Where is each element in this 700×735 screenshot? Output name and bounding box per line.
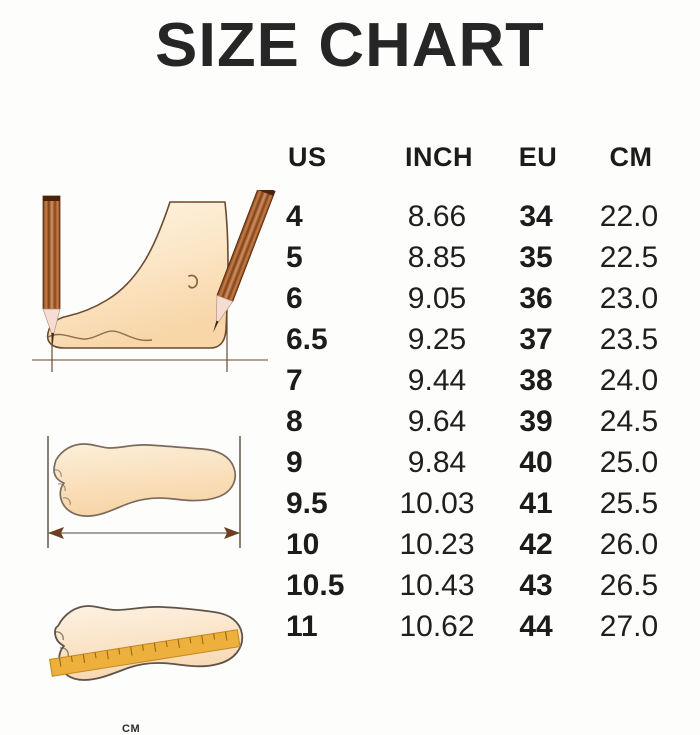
cell-us: 4 bbox=[286, 200, 303, 233]
page-title: SIZE CHART bbox=[155, 11, 545, 80]
cell-inch: 9.44 bbox=[407, 364, 467, 397]
table-row: 9.5 10.03 41 25.5 bbox=[282, 487, 686, 528]
cell-us: 11 bbox=[286, 610, 318, 643]
cell-eu: 39 bbox=[519, 405, 553, 438]
cell-cm: 23.5 bbox=[599, 323, 659, 356]
size-table: US INCH EU CM 4 8.66 34 22.0 5 8.85 35 2… bbox=[282, 142, 686, 651]
table-row: 6.5 9.25 37 23.5 bbox=[282, 323, 686, 364]
table-body: 4 8.66 34 22.0 5 8.85 35 22.5 6 9.05 36 … bbox=[282, 200, 686, 651]
table-header-row: US INCH EU CM bbox=[282, 142, 686, 200]
cell-inch: 10.03 bbox=[399, 487, 475, 520]
cell-inch: 8.66 bbox=[407, 200, 467, 233]
cell-cm: 26.5 bbox=[599, 569, 659, 602]
cell-cm: 27.0 bbox=[599, 610, 659, 643]
arrow-head-right bbox=[224, 527, 240, 539]
cell-us: 8 bbox=[286, 405, 303, 438]
size-chart-page: SIZE CHART bbox=[18, 11, 686, 735]
cell-inch: 9.84 bbox=[407, 446, 467, 479]
measuring-tape-icon bbox=[49, 629, 241, 677]
illustrations-column: CM bbox=[18, 190, 280, 735]
cell-inch: 8.85 bbox=[407, 241, 467, 274]
cell-cm: 25.0 bbox=[599, 446, 659, 479]
column-header-cm: CM bbox=[609, 142, 653, 172]
cell-inch: 10.43 bbox=[399, 569, 475, 602]
cell-inch: 9.05 bbox=[407, 282, 467, 315]
cell-eu: 37 bbox=[519, 323, 553, 356]
column-header-us: US bbox=[288, 142, 327, 172]
cell-inch: 9.64 bbox=[407, 405, 467, 438]
table-row: 7 9.44 38 24.0 bbox=[282, 364, 686, 405]
cell-inch: 10.23 bbox=[399, 528, 475, 561]
foot-shape bbox=[46, 201, 229, 349]
table-row: 11 10.62 44 27.0 bbox=[282, 610, 686, 651]
cell-cm: 23.0 bbox=[599, 282, 659, 315]
cell-cm: 24.0 bbox=[599, 364, 659, 397]
footprint-dimension-illustration bbox=[18, 418, 280, 558]
cell-us: 9 bbox=[286, 446, 303, 479]
cell-eu: 44 bbox=[519, 610, 553, 643]
table-row: 8 9.64 39 24.5 bbox=[282, 405, 686, 446]
cell-eu: 40 bbox=[519, 446, 553, 479]
cell-inch: 9.25 bbox=[407, 323, 467, 356]
column-header-inch: INCH bbox=[405, 142, 473, 172]
cell-eu: 42 bbox=[519, 528, 553, 561]
cell-cm: 22.0 bbox=[599, 200, 659, 233]
cell-cm: 26.0 bbox=[599, 528, 659, 561]
cell-us: 9.5 bbox=[286, 487, 328, 520]
cell-eu: 34 bbox=[519, 200, 553, 233]
table-row: 5 8.85 35 22.5 bbox=[282, 241, 686, 282]
table-row: 10 10.23 42 26.0 bbox=[282, 528, 686, 569]
cell-us: 7 bbox=[286, 364, 303, 397]
cell-us: 10 bbox=[286, 528, 320, 561]
cell-us: 10.5 bbox=[286, 569, 345, 602]
foot-side-view-illustration bbox=[18, 190, 280, 390]
table-row: 4 8.66 34 22.0 bbox=[282, 200, 686, 241]
cell-eu: 43 bbox=[519, 569, 553, 602]
cell-eu: 38 bbox=[519, 364, 553, 397]
cell-cm: 24.5 bbox=[599, 405, 659, 438]
cell-cm: 25.5 bbox=[599, 487, 659, 520]
footprint-tape-illustration bbox=[18, 580, 280, 695]
cell-eu: 41 bbox=[519, 487, 553, 520]
table-row: 6 9.05 36 23.0 bbox=[282, 282, 686, 323]
cm-dimension-label: CM bbox=[122, 723, 141, 735]
cell-eu: 35 bbox=[519, 241, 553, 274]
arrow-head-left bbox=[48, 527, 64, 539]
cell-us: 6 bbox=[286, 282, 303, 315]
footprint-shape bbox=[53, 443, 237, 517]
pencil-left-icon bbox=[42, 195, 61, 345]
column-header-eu: EU bbox=[518, 142, 558, 172]
cell-eu: 36 bbox=[519, 282, 553, 315]
cell-us: 6.5 bbox=[286, 323, 328, 356]
pencil-right-icon bbox=[213, 190, 276, 333]
table-row: 10.5 10.43 43 26.5 bbox=[282, 569, 686, 610]
table-row: 9 9.84 40 25.0 bbox=[282, 446, 686, 487]
ankle-detail bbox=[188, 274, 198, 289]
cell-inch: 10.62 bbox=[399, 610, 475, 643]
cell-cm: 22.5 bbox=[599, 241, 659, 274]
cell-us: 5 bbox=[286, 241, 303, 274]
